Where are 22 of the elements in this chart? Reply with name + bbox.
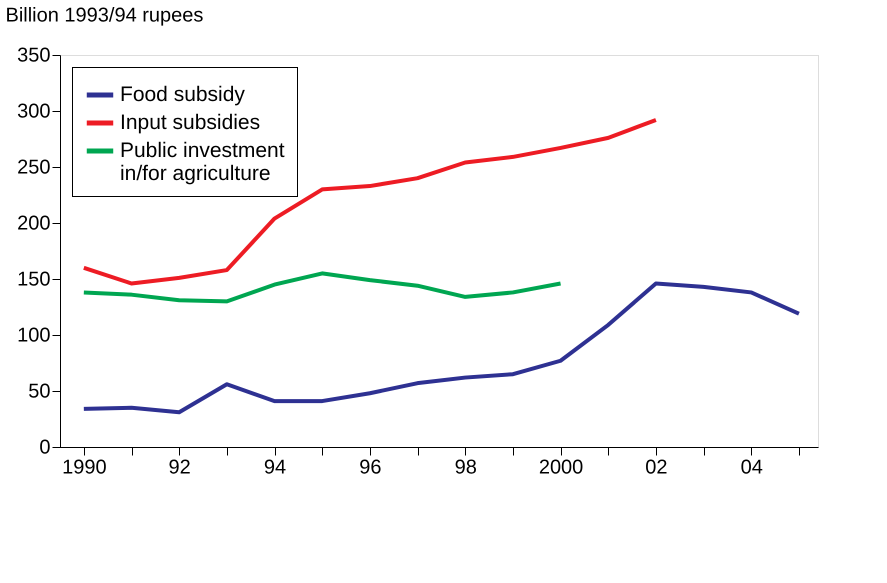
y-tick-label: 0 [39,436,50,458]
y-tick-label: 100 [17,324,50,346]
line-series [82,271,563,304]
x-tick-label: 98 [454,456,477,478]
x-tick-label: 04 [740,456,763,478]
legend-label: Input subsidies [120,111,260,134]
y-tick-label: 250 [17,156,50,178]
y-tick-label: 50 [28,380,50,402]
y-tick-label: 350 [17,44,50,66]
x-tick-label: 96 [359,456,382,478]
x-tick-label: 94 [264,456,286,478]
legend-label: Food subsidy [120,83,246,106]
line-series [82,281,801,414]
x-tick-label: 92 [168,456,191,478]
y-tick-label: 150 [17,268,50,290]
x-tick-label: 2000 [538,456,584,478]
x-tick-label: 1990 [62,456,107,478]
y-tick-label: 300 [17,100,50,122]
legend-label: Public investment in/for agriculture [120,139,285,185]
y-tick-label: 200 [17,212,50,234]
x-tick-label: 02 [645,456,668,478]
y-axis-title: Billion 1993/94 rupees [6,4,204,26]
